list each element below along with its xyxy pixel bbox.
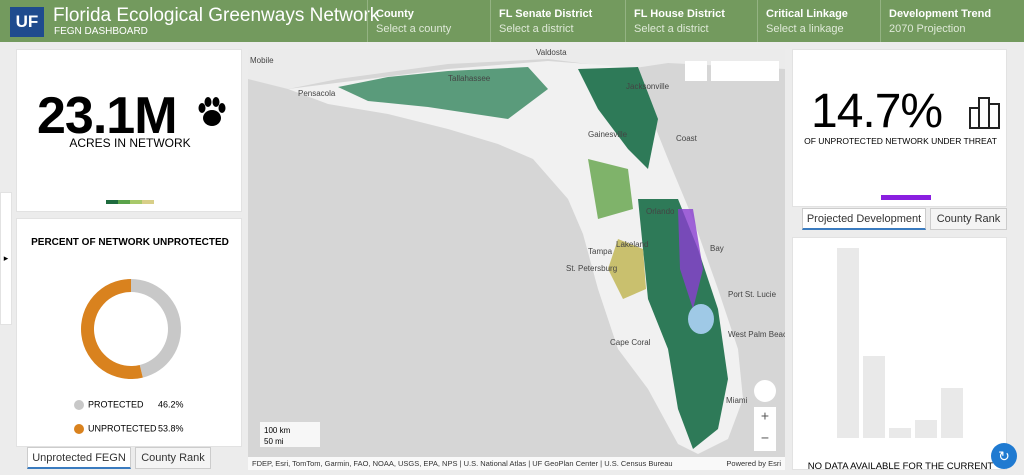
place-label: Port St. Lucie	[728, 290, 777, 299]
filter-label: County	[376, 8, 414, 20]
card-title: PERCENT OF NETWORK UNPROTECTED	[31, 237, 229, 248]
tab[interactable]: Projected Development	[802, 208, 926, 230]
zoom-in[interactable]: +	[761, 408, 769, 424]
florida	[288, 61, 743, 454]
placeholder-bar	[889, 428, 911, 438]
development-card: NO DATA AVAILABLE FOR THE CURRENT	[792, 237, 1007, 470]
attribution-bar	[248, 457, 785, 470]
greenway	[608, 239, 646, 299]
lake	[688, 304, 714, 334]
compass[interactable]	[754, 380, 776, 402]
threat	[678, 209, 703, 309]
zoom-out[interactable]: −	[761, 430, 769, 446]
donut-chart: PROTECTED 46.2% UNPROTECTED 53.8%	[74, 279, 184, 434]
acres-value: 23.1M	[37, 87, 178, 145]
refresh-button[interactable]: ↻	[991, 443, 1017, 469]
place-label: Jacksonville	[626, 82, 670, 91]
place-label: Pensacola	[298, 89, 336, 98]
filter-value: 2070 Projection	[889, 23, 966, 35]
filter[interactable]: Development Trend 2070 Projection	[880, 0, 1024, 42]
land	[248, 49, 785, 89]
filter-value: Select a linkage	[766, 23, 844, 35]
filter-value: Select a district	[634, 23, 709, 35]
greenway	[578, 67, 658, 169]
subtitle: FEGN DASHBOARD	[54, 26, 148, 37]
place-label: Gainesville	[588, 130, 628, 139]
filter[interactable]: County Select a county	[367, 0, 490, 42]
legend-swatch	[74, 424, 84, 434]
scale-label: 100 km	[264, 426, 291, 435]
place-label: Miami	[726, 396, 748, 405]
place-label: Tampa	[588, 247, 613, 256]
filter-value: Select a county	[376, 23, 452, 35]
place-label: Orlando	[646, 207, 675, 216]
legend-value: 53.8%	[158, 423, 184, 433]
donut-slice	[131, 279, 182, 378]
place-label: Lakeland	[616, 240, 648, 249]
filter-label: Critical Linkage	[766, 8, 848, 20]
donut-slice	[81, 279, 143, 379]
place-label: Cape Coral	[610, 338, 651, 347]
building-icon	[969, 97, 1000, 129]
unprotected-card: PERCENT OF NETWORK UNPROTECTED PROTECTED…	[16, 218, 242, 447]
no-data-message: NO DATA AVAILABLE FOR THE CURRENT	[807, 461, 994, 470]
filter-value: Select a district	[499, 23, 574, 35]
legend-label: PROTECTED	[88, 399, 144, 409]
greenway	[338, 67, 548, 119]
place-label: St. Petersburg	[566, 264, 617, 273]
place-label: Bay	[710, 244, 724, 253]
tab[interactable]: Unprotected FEGN	[27, 447, 131, 469]
placeholder-bar	[915, 420, 937, 438]
map-tools[interactable]	[711, 61, 779, 81]
paw-icon	[198, 97, 226, 126]
threat-value: 14.7%	[811, 85, 943, 138]
title: Florida Ecological Greenways Network	[53, 5, 380, 26]
legend-label: UNPROTECTED	[88, 423, 157, 433]
place-label: West Palm Beach	[728, 330, 785, 339]
scale-label: 50 mi	[264, 437, 284, 446]
zoom[interactable]	[754, 407, 776, 451]
side-toggle[interactable]: ▸	[0, 192, 12, 325]
filter[interactable]: FL Senate District Select a district	[490, 0, 625, 42]
map[interactable]: Mobile Valdosta Pensacola Tallahassee Ja…	[248, 49, 785, 470]
place-label: Tallahassee	[448, 74, 491, 83]
scale-bar	[260, 422, 320, 447]
logo[interactable]: UF	[10, 7, 44, 37]
legend-bar	[106, 200, 154, 204]
filter-label: FL Senate District	[499, 8, 593, 20]
placeholder-bar	[837, 248, 859, 438]
header: UF Florida Ecological Greenways Network …	[0, 0, 1024, 42]
powered-by: Powered by Esri	[726, 459, 781, 468]
placeholder-bar	[941, 388, 963, 438]
legend-swatch	[74, 400, 84, 410]
filter[interactable]: FL House District Select a district	[625, 0, 757, 42]
threat-card: 14.7% OF UNPROTECTED NETWORK UNDER THREA…	[792, 49, 1007, 207]
place-label: Valdosta	[536, 49, 567, 57]
filter-label: Development Trend	[889, 8, 992, 20]
greenway	[638, 199, 728, 449]
attribution: FDEP, Esri, TomTom, Garmin, FAO, NOAA, U…	[252, 459, 673, 468]
filter-label: FL House District	[634, 8, 725, 20]
search-button[interactable]	[685, 61, 707, 81]
tab[interactable]: County Rank	[930, 208, 1007, 230]
placeholder-bar	[863, 356, 885, 438]
greenway	[588, 159, 633, 219]
threat-bar	[881, 195, 931, 200]
filter[interactable]: Critical Linkage Select a linkage	[757, 0, 880, 42]
threat-label: OF UNPROTECTED NETWORK UNDER THREAT	[804, 136, 997, 146]
acres-label: ACRES IN NETWORK	[69, 136, 191, 150]
acres-card: 23.1M ACRES IN NETWORK	[16, 49, 242, 212]
place-label: Coast	[676, 134, 698, 143]
tab[interactable]: County Rank	[135, 447, 211, 469]
place-label: Mobile	[250, 56, 274, 65]
legend-value: 46.2%	[158, 399, 184, 409]
